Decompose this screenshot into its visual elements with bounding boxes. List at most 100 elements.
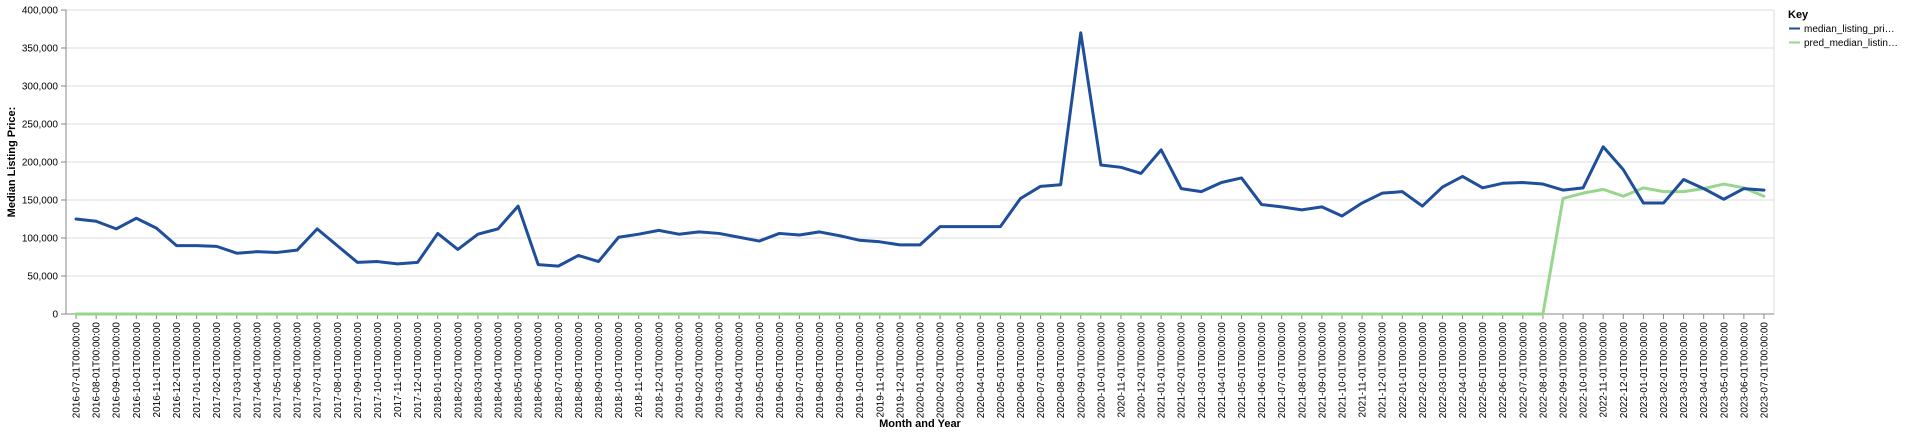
x-tick-label: 2018-08-01T00:00:00 [574,322,585,419]
x-tick-label: 2022-09-01T00:00:00 [1559,322,1570,419]
x-tick-label: 2019-06-01T00:00:00 [775,322,786,419]
x-tick-label: 2022-12-01T00:00:00 [1619,322,1630,419]
x-tick-label: 2023-06-01T00:00:00 [1739,322,1750,419]
x-tick-label: 2017-01-01T00:00:00 [192,322,203,419]
y-tick-label: 150,000 [22,196,59,207]
legend-title: Key [1788,9,1809,21]
x-tick-label: 2023-01-01T00:00:00 [1639,322,1650,419]
x-tick-label: 2022-04-01T00:00:00 [1458,322,1469,419]
y-tick-label: 0 [52,310,58,321]
x-tick-label: 2020-02-01T00:00:00 [936,322,947,419]
x-tick-label: 2021-08-01T00:00:00 [1297,322,1308,419]
x-tick-label: 2023-05-01T00:00:00 [1719,322,1730,419]
x-tick-label: 2022-05-01T00:00:00 [1478,322,1489,419]
x-tick-label: 2022-08-01T00:00:00 [1538,322,1549,419]
x-tick-label: 2022-11-01T00:00:00 [1599,322,1610,418]
x-tick-label: 2017-11-01T00:00:00 [393,322,404,418]
x-tick-label: 2019-07-01T00:00:00 [795,322,806,419]
x-tick-label: 2018-03-01T00:00:00 [473,322,484,419]
x-tick-label: 2023-03-01T00:00:00 [1679,322,1690,419]
series-lines [74,31,1766,316]
x-tick-label: 2021-01-01T00:00:00 [1157,322,1168,419]
y-axis-title: Median Listing Price: [6,107,18,218]
x-tick-label: 2022-01-01T00:00:00 [1398,322,1409,419]
x-tick-label: 2019-10-01T00:00:00 [855,322,866,419]
x-tick-label: 2020-04-01T00:00:00 [976,322,987,419]
x-tick-label: 2018-10-01T00:00:00 [614,322,625,419]
x-tick-label: 2018-09-01T00:00:00 [594,322,605,419]
y-tick-label: 50,000 [27,272,58,283]
x-tick-label: 2020-03-01T00:00:00 [956,322,967,419]
x-tick-label: 2016-08-01T00:00:00 [92,322,103,419]
x-tick-label: 2020-08-01T00:00:00 [1056,322,1067,419]
x-tick-label: 2022-03-01T00:00:00 [1438,322,1449,419]
x-tick-label: 2019-04-01T00:00:00 [735,322,746,419]
legend: Key median_listing_pri… pred_median_listi… [1788,9,1898,49]
x-tick-label: 2016-09-01T00:00:00 [112,322,123,419]
legend-label: pred_median_listin… [1804,38,1898,49]
x-tick-label: 2018-11-01T00:00:00 [634,322,645,418]
x-tick-label: 2019-05-01T00:00:00 [755,322,766,419]
x-tick-label: 2022-02-01T00:00:00 [1418,322,1429,419]
x-tick-label: 2018-07-01T00:00:00 [554,322,565,419]
axes: 0 50,000 100,000 150,000 200,000 250,000 300,0… [22,6,1774,419]
x-tick-label: 2021-12-01T00:00:00 [1378,322,1389,419]
y-tick-label: 250,000 [22,120,59,131]
x-tick-label: 2021-07-01T00:00:00 [1277,322,1288,419]
x-tick-label: 2017-02-01T00:00:00 [212,322,223,419]
x-axis-title: Month and Year [879,418,961,430]
y-tick-label: 200,000 [22,158,59,169]
x-tick-label: 2020-12-01T00:00:00 [1137,322,1148,419]
x-tick-label: 2020-01-01T00:00:00 [916,322,927,419]
x-tick-label: 2021-09-01T00:00:00 [1317,322,1328,419]
x-tick-label: 2017-10-01T00:00:00 [373,322,384,419]
x-tick-label: 2022-07-01T00:00:00 [1518,322,1529,419]
x-tick-label: 2020-10-01T00:00:00 [1096,322,1107,419]
x-tick-label: 2018-06-01T00:00:00 [534,322,545,419]
series-line-median-listing-price [74,31,1766,268]
x-tick-label: 2019-01-01T00:00:00 [674,322,685,419]
x-tick-label: 2021-02-01T00:00:00 [1177,322,1188,419]
y-tick-label: 400,000 [22,6,59,17]
x-tick-label: 2018-05-01T00:00:00 [514,322,525,419]
x-tick-label: 2016-07-01T00:00:00 [72,322,83,419]
x-tick-label: 2020-05-01T00:00:00 [996,322,1007,419]
x-tick-label: 2017-12-01T00:00:00 [413,322,424,419]
x-tick-label: 2021-10-01T00:00:00 [1337,322,1348,419]
x-tick-label: 2020-07-01T00:00:00 [1036,322,1047,419]
x-tick-label: 2019-03-01T00:00:00 [715,322,726,419]
x-tick-label: 2017-06-01T00:00:00 [293,322,304,419]
x-tick-label: 2020-11-01T00:00:00 [1116,322,1127,418]
x-tick-label: 2020-06-01T00:00:00 [1016,322,1027,419]
x-tick-label: 2016-10-01T00:00:00 [132,322,143,419]
x-tick-label: 2021-03-01T00:00:00 [1197,322,1208,419]
y-tick-label: 350,000 [22,44,59,55]
x-tick-label: 2018-01-01T00:00:00 [433,322,444,419]
x-tick-label: 2022-10-01T00:00:00 [1579,322,1590,419]
x-tick-label: 2019-11-01T00:00:00 [875,322,886,418]
x-tick-label: 2021-05-01T00:00:00 [1237,322,1248,419]
x-tick-label: 2016-12-01T00:00:00 [172,322,183,419]
x-tick-label: 2020-09-01T00:00:00 [1076,322,1087,419]
x-tick-label: 2017-08-01T00:00:00 [333,322,344,419]
x-tick-label: 2021-06-01T00:00:00 [1257,322,1268,419]
legend-label: median_listing_pri… [1804,24,1895,35]
x-tick-label: 2019-08-01T00:00:00 [815,322,826,419]
x-tick-label: 2019-12-01T00:00:00 [895,322,906,419]
x-tick-label: 2017-05-01T00:00:00 [272,322,283,419]
x-tick-label: 2023-02-01T00:00:00 [1659,322,1670,419]
x-tick-label: 2017-03-01T00:00:00 [232,322,243,419]
x-tick-label: 2016-11-01T00:00:00 [152,322,163,418]
x-tick-label: 2021-04-01T00:00:00 [1217,322,1228,419]
x-tick-label: 2019-09-01T00:00:00 [835,322,846,419]
series-line-pred-median-listing [74,182,1766,316]
x-tick-label: 2023-04-01T00:00:00 [1699,322,1710,419]
x-tick-label: 2023-07-01T00:00:00 [1759,322,1770,419]
x-tick-label: 2018-04-01T00:00:00 [494,322,505,419]
x-tick-label: 2022-06-01T00:00:00 [1498,322,1509,419]
grid-lines [66,9,1775,315]
x-tick-label: 2017-09-01T00:00:00 [353,322,364,419]
x-tick-label: 2019-02-01T00:00:00 [694,322,705,419]
